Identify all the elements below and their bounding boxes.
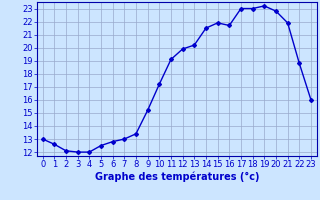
X-axis label: Graphe des températures (°c): Graphe des températures (°c) (94, 172, 259, 182)
